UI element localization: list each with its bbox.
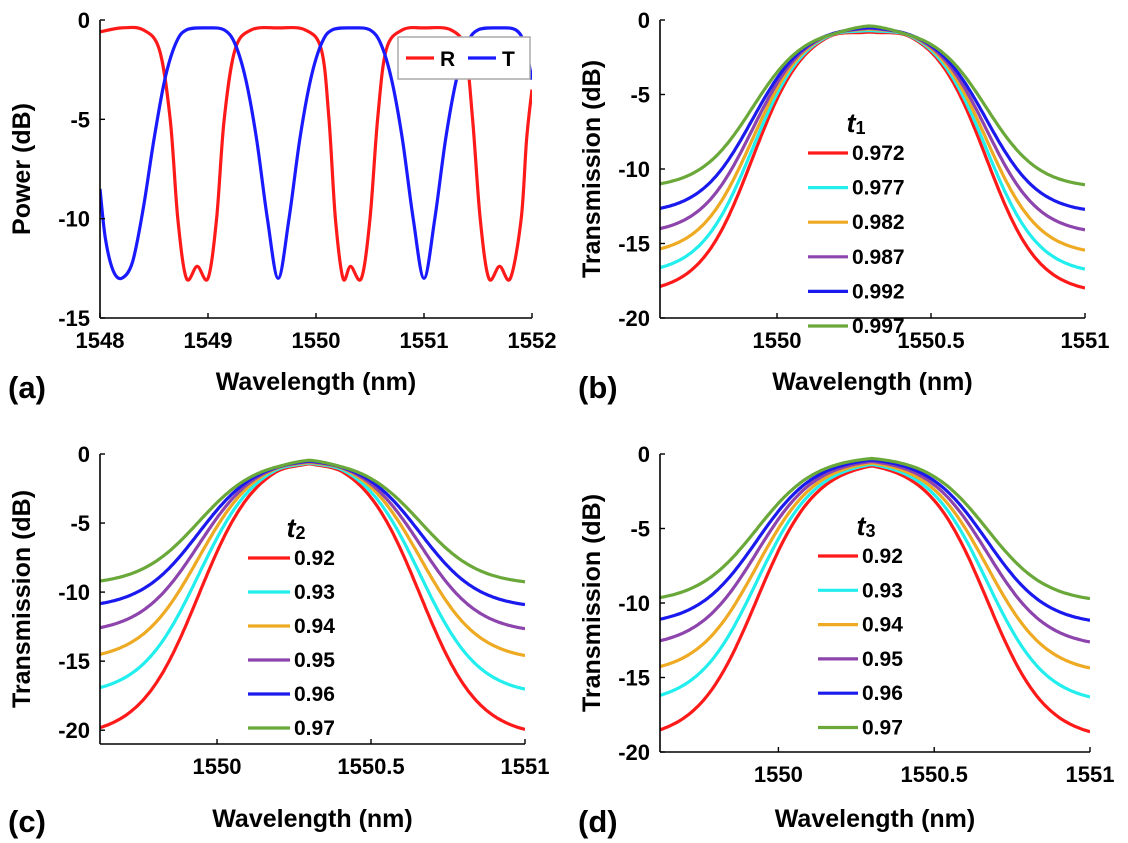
y-axis-label: Transmission (dB)	[8, 490, 36, 708]
legend-entry: 0.95	[294, 649, 335, 672]
x-tick-label: 1550.5	[337, 754, 404, 779]
series-group	[660, 24, 1085, 290]
legend-entry: 0.93	[294, 581, 335, 604]
x-tick-label: 1550	[193, 754, 242, 779]
legend-entry: T	[502, 48, 515, 71]
legend-entry: 0.95	[862, 648, 903, 671]
y-tick-label: -15	[618, 232, 650, 257]
panel-d: 1550 1550.5 1551 0 -5 -10 -15 -20 Wavelength (nm…	[578, 442, 1114, 839]
series-line-0.97	[100, 458, 525, 584]
x-tick-label: 1550	[292, 328, 341, 353]
legend-entry: R	[440, 48, 455, 71]
y-tick-label: -20	[618, 740, 650, 765]
x-tick-label: 1552	[508, 328, 557, 353]
y-tick-label: 0	[638, 442, 650, 467]
legend-entry: 0.992	[852, 280, 905, 303]
legend-entry: 0.972	[852, 142, 905, 165]
y-axis-label: Transmission (dB)	[578, 494, 606, 712]
y-axis-label: Transmission (dB)	[578, 60, 606, 278]
legend-title: t1	[846, 108, 865, 138]
series-group	[100, 458, 525, 731]
y-tick-label: 0	[78, 442, 90, 467]
legend-entry: 0.97	[294, 717, 335, 740]
legend: t2 0.92 0.93 0.94 0.95 0.96 0.97	[248, 513, 335, 740]
x-tick-label: 1551	[400, 328, 449, 353]
x-tick-label: 1550.5	[901, 762, 968, 787]
x-axis-label: Wavelength (nm)	[212, 805, 412, 833]
series-group	[100, 25, 532, 282]
y-tick-label: -20	[618, 306, 650, 331]
legend-entry: 0.92	[862, 545, 903, 568]
legend-entry: 0.97	[862, 717, 903, 740]
legend-entry: 0.93	[862, 579, 903, 602]
series-group	[660, 456, 1090, 734]
x-tick-label: 1551	[1061, 328, 1110, 353]
legend-entry: 0.94	[862, 614, 903, 637]
x-tick-label: 1548	[76, 328, 125, 353]
panel-label: (b)	[578, 370, 618, 405]
y-tick-label: -20	[58, 718, 90, 743]
legend: t1 0.972 0.977 0.982 0.987 0.992 0.997	[808, 108, 905, 338]
y-tick-label: 0	[638, 8, 650, 33]
legend-entry: 0.982	[852, 211, 905, 234]
x-tick-label: 1550	[753, 328, 802, 353]
series-line-T	[100, 26, 532, 281]
y-tick-label: -5	[70, 511, 90, 536]
x-axis-label: Wavelength (nm)	[775, 805, 975, 833]
legend-entry: 0.987	[852, 246, 905, 269]
y-tick-label: -5	[630, 517, 650, 542]
y-tick-label: -5	[70, 107, 90, 132]
legend-entry: 0.977	[852, 177, 905, 200]
y-tick-label: -15	[58, 306, 90, 331]
x-tick-label: 1550	[754, 762, 803, 787]
panel-c: 1550 1550.5 1551 0 -5 -10 -15 -20 Wavelength (nm…	[8, 442, 549, 839]
series-line-0.97	[660, 456, 1090, 601]
y-tick-label: -15	[58, 649, 90, 674]
y-tick-label: -5	[630, 83, 650, 108]
panel-a: 1548 1549 1550 1551 1552 0 -5 -10 -15 Wavelength …	[8, 8, 556, 405]
x-tick-label: 1549	[184, 328, 233, 353]
series-line-0.997	[660, 24, 1085, 187]
y-tick-label: -10	[618, 157, 650, 182]
x-axis-label: Wavelength (nm)	[772, 368, 972, 396]
x-tick-label: 1551	[501, 754, 550, 779]
legend-entry: 0.94	[294, 615, 335, 638]
y-axis-label: Power (dB)	[8, 103, 36, 235]
y-tick-label: 0	[78, 8, 90, 33]
legend-entry: 0.96	[294, 683, 335, 706]
panel-b: 1550 1550.5 1551 0 -5 -10 -15 -20 Wavelength (nm…	[578, 8, 1109, 405]
x-tick-label: 1550.5	[897, 328, 964, 353]
y-tick-label: -10	[58, 580, 90, 605]
panel-label: (a)	[8, 370, 46, 405]
legend-entry: 0.997	[852, 315, 905, 338]
legend-title: t2	[286, 513, 305, 543]
legend-title: t3	[856, 511, 875, 541]
y-tick-label: -10	[618, 591, 650, 616]
legend-entry: 0.92	[294, 547, 335, 570]
series-line-R	[100, 25, 532, 282]
legend-entry: 0.96	[862, 682, 903, 705]
panel-label: (d)	[578, 804, 618, 839]
x-tick-label: 1551	[1066, 762, 1115, 787]
legend: t3 0.92 0.93 0.94 0.95 0.96 0.97	[818, 511, 903, 740]
x-axis-label: Wavelength (nm)	[216, 368, 416, 396]
panel-label: (c)	[8, 804, 46, 839]
y-tick-label: -10	[58, 207, 90, 232]
y-tick-label: -15	[618, 666, 650, 691]
